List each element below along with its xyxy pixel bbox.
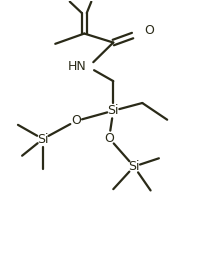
Text: O: O — [71, 114, 81, 127]
Text: Si: Si — [108, 104, 119, 117]
Text: Si: Si — [37, 133, 49, 146]
Text: O: O — [104, 132, 114, 145]
Text: Si: Si — [128, 160, 140, 173]
Text: O: O — [144, 24, 154, 37]
Text: HN: HN — [68, 61, 86, 74]
